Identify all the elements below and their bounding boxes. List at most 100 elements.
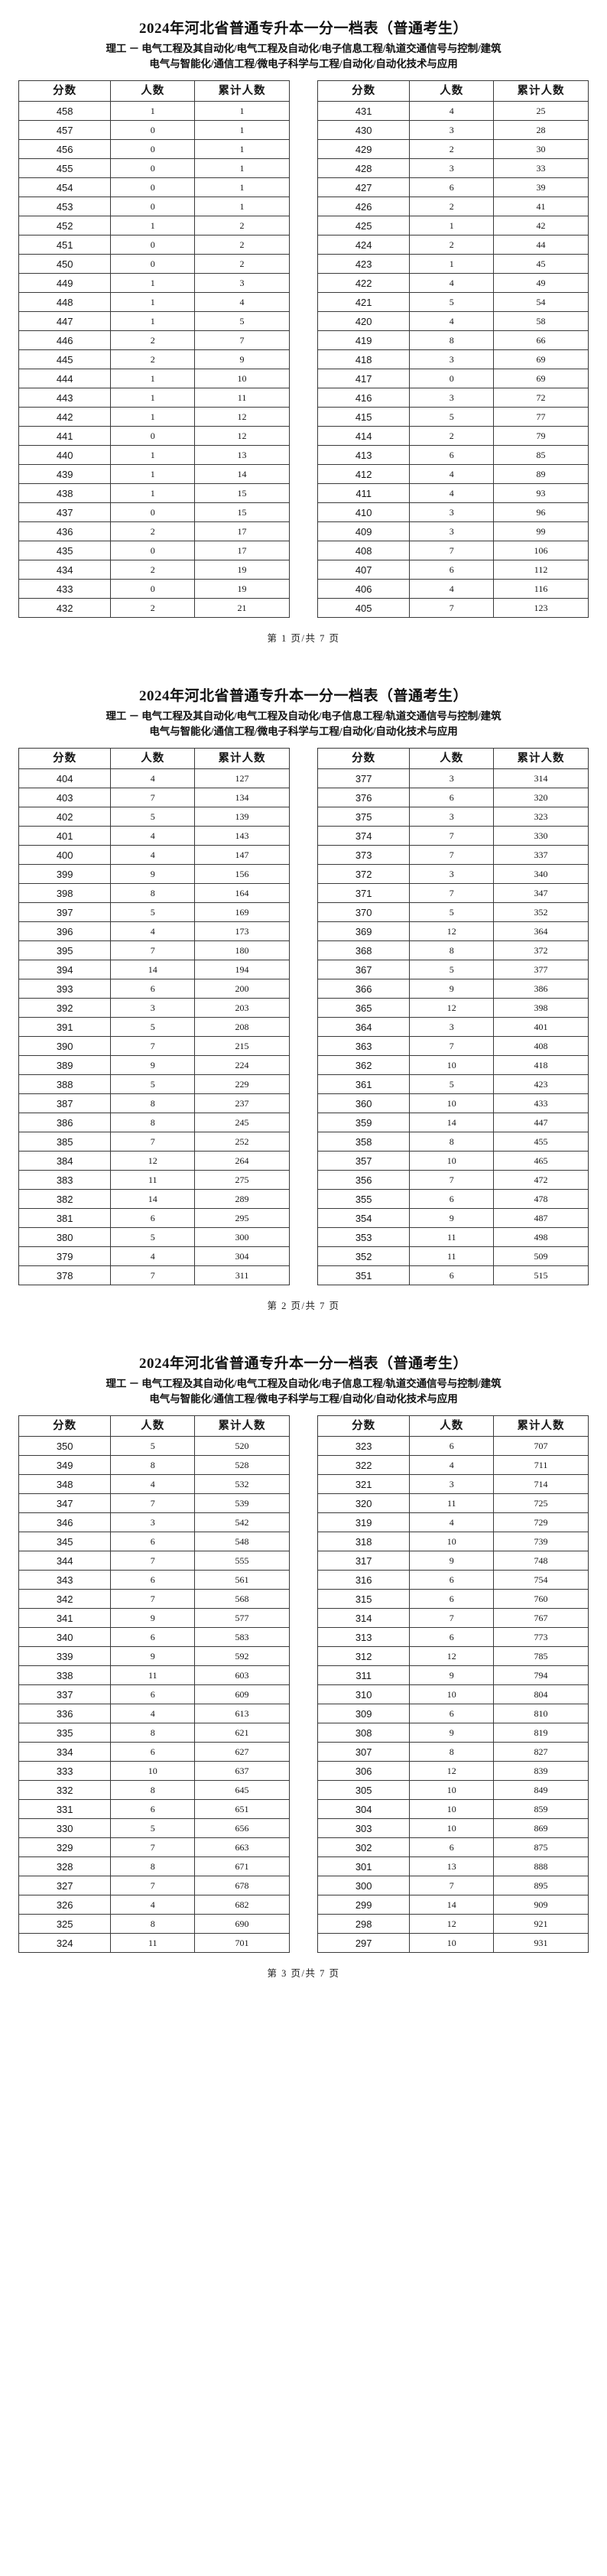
cell-cumulative: 869 (493, 1818, 589, 1839)
subtitle-line-2: 电气与智能化/通信工程/微电子科学与工程/自动化/自动化技术与应用 (149, 725, 458, 737)
cell-score: 419 (316, 330, 411, 351)
cell-cumulative: 592 (194, 1646, 290, 1667)
table-row: 306 12 839 (316, 1761, 589, 1782)
cell-count: 5 (409, 960, 495, 980)
cell-cumulative: 264 (194, 1151, 290, 1171)
cell-cumulative: 609 (194, 1684, 290, 1705)
table-row: 454 0 1 (18, 177, 290, 198)
cell-count: 7 (110, 940, 196, 961)
table-row: 396 4 173 (18, 921, 290, 942)
score-distribution-document: 2024年河北省普通专升本一分一档表（普通考生） 理工 － 电气工程及其自动化/电… (0, 0, 607, 1980)
cell-score: 442 (18, 407, 112, 427)
cell-score: 321 (316, 1474, 411, 1495)
cell-score: 363 (316, 1036, 411, 1057)
table-row: 304 10 859 (316, 1799, 589, 1820)
table-row: 311 9 794 (316, 1665, 589, 1686)
cell-count: 8 (110, 1093, 196, 1114)
page-content: 2024年河北省普通专升本一分一档表（普通考生） 理工 － 电气工程及其自动化/电… (0, 0, 607, 645)
cell-cumulative: 245 (194, 1113, 290, 1133)
cell-cumulative: 69 (493, 369, 589, 389)
cell-cumulative: 663 (194, 1837, 290, 1858)
tables-container: 分数 人数 累计人数 350 5 520 349 8 528 348 4 532 347 7 539 346 3… (18, 1415, 589, 1954)
cell-score: 412 (316, 464, 411, 485)
table-row: 410 3 96 (316, 502, 589, 523)
cell-cumulative: 12 (194, 407, 290, 427)
cell-cumulative: 773 (493, 1627, 589, 1648)
cell-count: 7 (409, 541, 495, 561)
cell-cumulative: 568 (194, 1589, 290, 1610)
cell-cumulative: 21 (194, 598, 290, 619)
table-row: 446 2 7 (18, 330, 290, 351)
cell-count: 13 (409, 1856, 495, 1877)
cell-count: 8 (110, 1113, 196, 1133)
cell-cumulative: 330 (493, 826, 589, 846)
column-header-cumulative: 累计人数 (493, 1415, 589, 1437)
cell-score: 329 (18, 1837, 112, 1858)
cell-count: 6 (409, 1570, 495, 1590)
table-row: 351 6 515 (316, 1265, 589, 1286)
cell-score: 445 (18, 349, 112, 370)
cell-cumulative: 1 (194, 158, 290, 179)
cell-score: 434 (18, 560, 112, 580)
cell-score: 425 (316, 216, 411, 236)
table-row: 458 1 1 (18, 101, 290, 122)
cell-count: 3 (110, 998, 196, 1018)
cell-cumulative: 827 (493, 1742, 589, 1762)
table-row: 414 2 79 (316, 426, 589, 447)
cell-cumulative: 123 (493, 598, 589, 619)
cell-score: 457 (18, 120, 112, 141)
cell-score: 452 (18, 216, 112, 236)
cell-cumulative: 323 (493, 807, 589, 827)
cell-cumulative: 99 (493, 521, 589, 542)
table-row: 358 8 455 (316, 1132, 589, 1152)
cell-score: 318 (316, 1532, 411, 1552)
cell-count: 4 (409, 579, 495, 599)
cell-cumulative: 785 (493, 1646, 589, 1667)
cell-cumulative: 295 (194, 1208, 290, 1229)
cell-score: 390 (18, 1036, 112, 1057)
cell-cumulative: 252 (194, 1132, 290, 1152)
cell-count: 0 (110, 197, 196, 217)
cell-count: 6 (409, 560, 495, 580)
cell-cumulative: 931 (493, 1933, 589, 1954)
cell-cumulative: 5 (194, 311, 290, 332)
cell-cumulative: 89 (493, 464, 589, 485)
cell-cumulative: 106 (493, 541, 589, 561)
cell-count: 1 (110, 483, 196, 504)
table-row: 356 7 472 (316, 1170, 589, 1191)
cell-score: 453 (18, 197, 112, 217)
cell-score: 389 (18, 1055, 112, 1076)
table-row: 451 0 2 (18, 235, 290, 255)
cell-cumulative: 555 (194, 1551, 290, 1571)
cell-count: 8 (110, 1780, 196, 1801)
cell-cumulative: 859 (493, 1799, 589, 1820)
cell-cumulative: 1 (194, 120, 290, 141)
table-row: 361 5 423 (316, 1074, 589, 1095)
cell-score: 322 (316, 1455, 411, 1476)
cell-score: 378 (18, 1265, 112, 1286)
cell-count: 2 (110, 330, 196, 351)
cell-score: 447 (18, 311, 112, 332)
cell-count: 11 (110, 1170, 196, 1191)
page-subtitle: 理工 － 电气工程及其自动化/电气工程及自动化/电子信息工程/轨道交通信号与控制… (18, 709, 589, 739)
table-row: 398 8 164 (18, 883, 290, 904)
cell-count: 4 (110, 1895, 196, 1915)
cell-score: 409 (316, 521, 411, 542)
tables-container: 分数 人数 累计人数 458 1 1 457 0 1 456 0 1 455 0 1 454 0 1 453 0 1 45… (18, 80, 589, 619)
cell-cumulative: 4 (194, 292, 290, 313)
cell-cumulative: 532 (194, 1474, 290, 1495)
table-row: 380 5 300 (18, 1227, 290, 1248)
table-row: 365 12 398 (316, 998, 589, 1018)
tables-container: 分数 人数 累计人数 404 4 127 403 7 134 402 5 139 401 4 143 400 4… (18, 748, 589, 1286)
cell-cumulative: 1 (194, 139, 290, 160)
page-footer: 第 3 页/共 7 页 (267, 1968, 340, 1980)
page-content: 2024年河北省普通专升本一分一档表（普通考生） 理工 － 电气工程及其自动化/电… (0, 668, 607, 1312)
cell-cumulative: 542 (194, 1512, 290, 1533)
table-row: 437 0 15 (18, 502, 290, 523)
table-row: 436 2 17 (18, 521, 290, 542)
subtitle-line-2: 电气与智能化/通信工程/微电子科学与工程/自动化/自动化技术与应用 (149, 57, 458, 70)
cell-cumulative: 455 (493, 1132, 589, 1152)
cell-count: 12 (110, 1151, 196, 1171)
page-title: 2024年河北省普通专升本一分一档表（普通考生） (138, 1356, 468, 1372)
table-row: 422 4 49 (316, 273, 589, 294)
